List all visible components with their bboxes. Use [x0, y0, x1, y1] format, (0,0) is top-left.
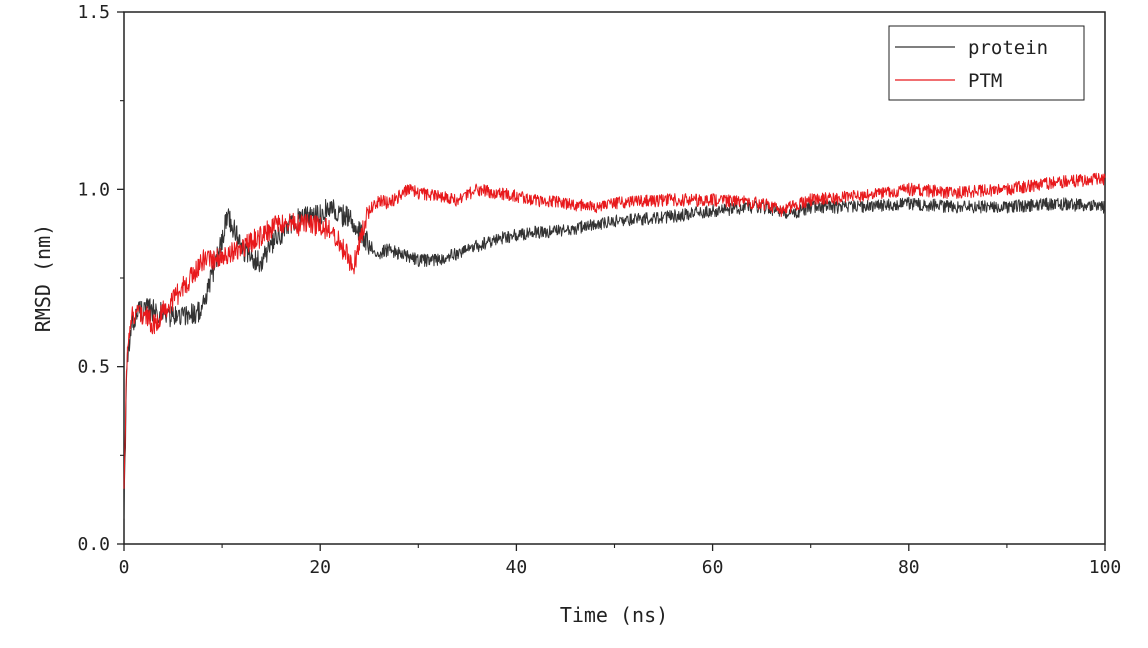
y-tick-label: 0.0	[77, 534, 110, 555]
x-axis-title: Time (ns)	[560, 603, 668, 627]
y-tick-label: 0.5	[77, 357, 110, 378]
x-tick-label: 60	[702, 557, 724, 578]
tick-layer: 0 20 40 60 80 100 0.0 0.5 1.0 1.5	[77, 2, 1121, 578]
legend-label-ptm: PTM	[968, 70, 1002, 92]
x-tick-label: 0	[119, 557, 130, 578]
series-line-ptm	[123, 172, 1106, 489]
x-tick-label: 20	[309, 557, 331, 578]
x-tick-label: 80	[898, 557, 920, 578]
series-line-protein	[123, 196, 1106, 519]
x-tick-label: 100	[1089, 557, 1122, 578]
y-axis-title: RMSD (nm)	[31, 224, 55, 332]
x-tick-label: 40	[506, 557, 528, 578]
legend-box	[888, 25, 1085, 101]
legend-label-protein: protein	[968, 37, 1048, 59]
y-tick-label: 1.0	[77, 179, 110, 200]
legend: protein PTM	[888, 25, 1085, 101]
y-tick-label: 1.5	[77, 2, 110, 23]
series-layer	[123, 172, 1106, 519]
